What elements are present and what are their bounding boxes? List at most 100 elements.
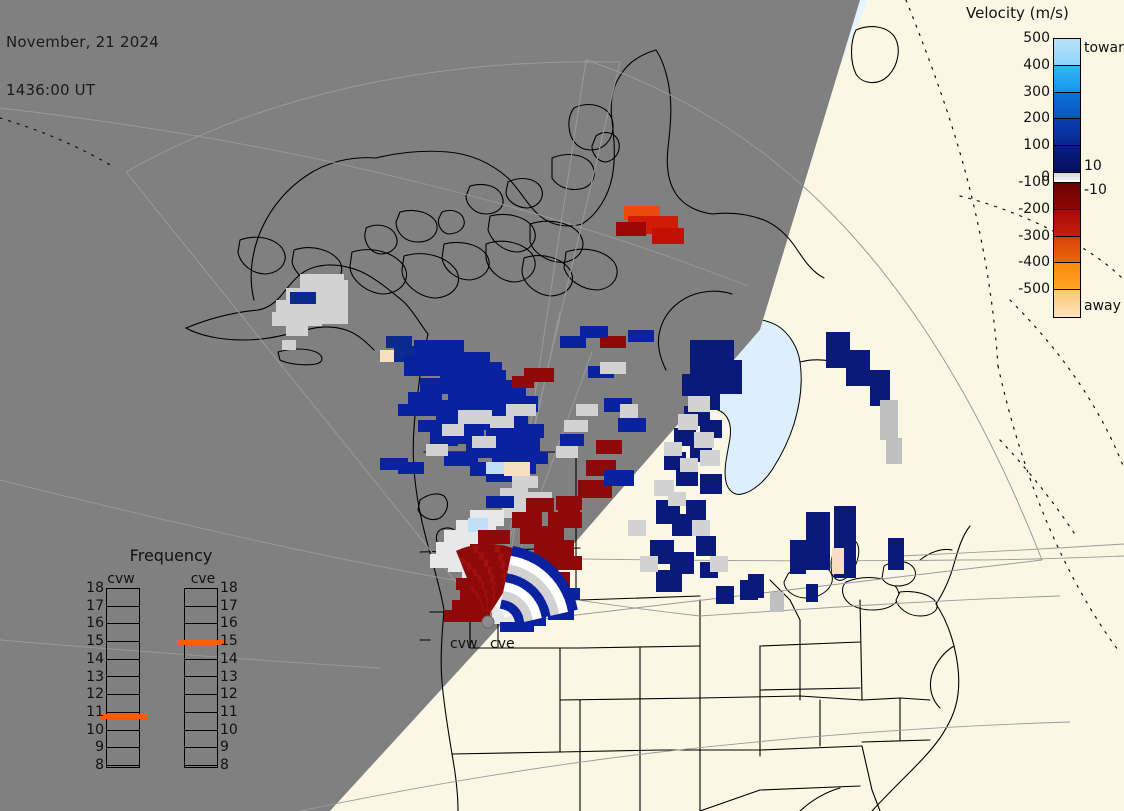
velocity-cell: [520, 526, 564, 544]
velocity-cell: [512, 476, 538, 488]
frequency-marker-cvw: [100, 713, 148, 719]
velocity-cell: [700, 450, 720, 466]
velocity-cell: [430, 554, 456, 568]
velocity-tick-label: -400: [1018, 254, 1050, 271]
frequency-tick-label: 9: [220, 739, 229, 756]
velocity-tick-label: 0: [1041, 169, 1050, 185]
velocity-cell: [616, 222, 646, 236]
velocity-cell: [560, 336, 586, 348]
velocity-cell: [678, 414, 698, 430]
beam-gate-cell: [531, 610, 543, 621]
beam-gate-cell: [488, 551, 495, 560]
velocity-cell: [398, 404, 424, 416]
velocity-cell: [516, 424, 544, 438]
frequency-scale-cell: [185, 660, 217, 678]
frequency-scale-cell: [185, 677, 217, 696]
velocity-cell: [692, 520, 710, 536]
velocity-cell: [880, 400, 898, 440]
velocity-cell: [486, 496, 514, 508]
velocity-cell: [398, 462, 424, 474]
frequency-scale-cell: [185, 713, 217, 731]
beam-gate-cell: [543, 562, 556, 576]
velocity-zero-upper-label: 10: [1084, 158, 1102, 174]
frequency-tick-label: 14: [220, 650, 238, 667]
velocity-cell: [500, 622, 534, 632]
frequency-tick-label: 9: [95, 739, 104, 756]
velocity-cell: [600, 362, 626, 374]
frequency-tick-label: 11: [86, 703, 104, 720]
beam-gate-cell: [477, 544, 485, 553]
beam-gate-cell: [522, 612, 534, 623]
frequency-tick-label: 16: [220, 615, 238, 632]
beam-gate-cell: [520, 568, 531, 581]
beam-gate-cell: [553, 593, 566, 604]
velocity-cell: [846, 350, 870, 386]
frequency-tick-label: 8: [220, 757, 229, 773]
beam-gate-cell: [478, 551, 486, 561]
frequency-scale-cell: [107, 748, 139, 766]
frequency-scale-cell: [107, 695, 139, 713]
beam-gate-cell: [528, 562, 541, 575]
frequency-tick-label: 15: [220, 633, 238, 650]
velocity-cell: [696, 536, 716, 556]
velocity-color-segment: [1054, 92, 1080, 120]
frequency-tick-label: 10: [86, 721, 104, 738]
beam-gate-cell: [548, 567, 561, 580]
velocity-cell: [556, 446, 578, 458]
frequency-scale-cell: [185, 731, 217, 749]
frequency-marker-cve: [178, 640, 226, 646]
frequency-scale-cell: [107, 589, 139, 607]
velocity-colorbar: [1053, 38, 1081, 318]
velocity-color-segment: [1054, 172, 1080, 183]
frequency-scale-cell: [185, 607, 217, 625]
map-site-label-cvw: cvw: [450, 636, 478, 652]
frequency-bar-cvw: [100, 588, 148, 768]
beam-gate-cell: [466, 545, 475, 555]
velocity-away-label: away: [1084, 298, 1121, 314]
velocity-cell: [478, 530, 494, 544]
radar-beam-fan: [456, 543, 578, 625]
velocity-cell: [682, 374, 712, 396]
radar-site-dot: [481, 615, 495, 629]
velocity-cell: [770, 592, 784, 612]
velocity-cell: [386, 336, 412, 348]
velocity-toward-label: toward: [1084, 40, 1124, 56]
beam-gate-cell: [543, 592, 556, 604]
frequency-scale-cell: [107, 731, 139, 749]
frequency-tick-label: 12: [220, 686, 238, 703]
velocity-cell: [668, 492, 686, 506]
velocity-cell: [418, 420, 442, 432]
frequency-legend-title: Frequency: [129, 546, 213, 565]
velocity-cell: [318, 280, 348, 324]
velocity-color-segment: [1054, 182, 1080, 210]
velocity-cell: [710, 556, 728, 572]
velocity-cell: [640, 556, 658, 572]
beam-gate-cell: [557, 604, 569, 614]
velocity-cell: [444, 452, 478, 466]
beam-gate-cell: [483, 543, 490, 553]
frequency-tick-label: 18: [86, 580, 104, 596]
velocity-cell: [618, 418, 646, 432]
beam-gate-cell: [472, 544, 480, 554]
velocity-cell: [790, 540, 806, 574]
velocity-cell: [486, 462, 508, 474]
velocity-cell: [680, 458, 698, 472]
velocity-cell: [458, 410, 492, 424]
frequency-tick-label: 17: [86, 597, 104, 614]
frequency-tick-label: 11: [220, 703, 238, 720]
velocity-cell: [494, 530, 510, 544]
velocity-cell: [560, 434, 584, 446]
beam-gate-cell: [552, 572, 565, 585]
velocity-cell: [888, 538, 904, 570]
velocity-cell: [504, 462, 530, 476]
velocity-cell: [676, 468, 698, 486]
velocity-cell: [426, 444, 448, 456]
velocity-cell: [628, 520, 646, 536]
velocity-cell: [472, 436, 496, 448]
velocity-cell: [656, 570, 682, 592]
frequency-legend: Frequency cvw cve 18 17 16 15 14 13 12 11 10 9 8 18…: [86, 546, 256, 786]
velocity-cell: [442, 424, 464, 436]
frequency-scale-cell: [107, 677, 139, 696]
frequency-tick-label: 17: [220, 597, 238, 614]
